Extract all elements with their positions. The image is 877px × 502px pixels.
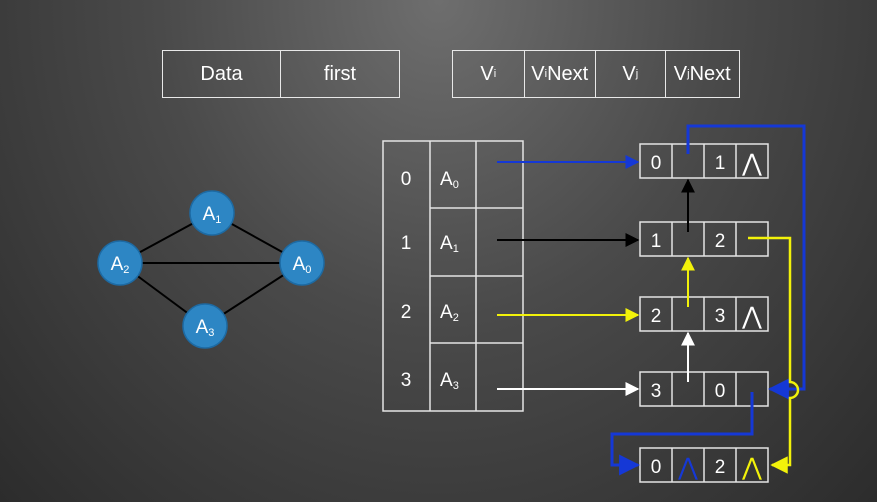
edge-node-vi: 0 — [651, 457, 662, 478]
vertex-row-3: 3 A3 — [401, 370, 459, 392]
yellow-pointer-to-edge-0-2 — [748, 236, 800, 474]
edge-node-vi: 0 — [651, 153, 662, 174]
graph-node-a1: A1 — [189, 190, 235, 236]
graph-node-a1-circle — [189, 190, 235, 236]
graph-node-a2-circle — [97, 240, 143, 286]
vertex-row-1: 1 A1 — [401, 233, 459, 255]
vertex-data: A0 — [440, 169, 459, 191]
graph-node-a0-label: A0 — [293, 254, 312, 276]
vertex-row-0: 0 A0 — [401, 169, 459, 191]
graph-node-a1-label: A1 — [203, 204, 222, 226]
graph-node-a3-circle — [182, 303, 228, 349]
edge-node-vi: 3 — [651, 381, 662, 402]
edge-node-vj: 1 — [715, 153, 726, 174]
vertex-index: 2 — [401, 302, 412, 323]
edge-node-vi: 1 — [651, 231, 662, 252]
graph-node-a3-label: A3 — [196, 317, 215, 339]
graph-node-a2: A2 — [97, 240, 143, 286]
vertex-data: A3 — [440, 370, 459, 392]
blue-null-pointer-symbol: ⋀ — [677, 454, 698, 481]
edge-node-vj: 2 — [715, 457, 726, 478]
data-field-label: Data — [163, 51, 281, 97]
edge-node-vj: 2 — [715, 231, 726, 252]
graph-node-a2-label: A2 — [111, 254, 130, 276]
graph-node-a3: A3 — [182, 303, 228, 349]
graph-node-a0-circle — [279, 240, 325, 286]
first-field-label: first — [323, 62, 357, 85]
vertex-index: 3 — [401, 370, 412, 391]
yellow-null-pointer-symbol: ⋀ — [741, 454, 762, 481]
vertex-table — [382, 140, 524, 412]
vertex-index: 1 — [401, 233, 412, 254]
edge-node-2-3: 2 3 ⋀ — [639, 296, 769, 332]
vertex-data: A2 — [440, 302, 459, 324]
blue-pointer-to-edge-0-2 — [610, 392, 754, 476]
edge-node-0-2: 0 ⋀ 2 ⋀ — [639, 447, 769, 483]
vertex-node-header: Data first — [162, 50, 400, 98]
graph-node-a0: A0 — [279, 240, 325, 286]
edge-node-vj: 0 — [715, 381, 726, 402]
edge-node-0-1: 0 1 ⋀ — [639, 143, 769, 179]
null-pointer-symbol: ⋀ — [741, 303, 762, 330]
blue-pointer-to-edge-3-0 — [686, 124, 806, 400]
null-pointer-symbol: ⋀ — [741, 150, 762, 177]
edge-node-3-0: 3 0 — [639, 371, 769, 407]
edge-node-vi: 2 — [651, 306, 662, 327]
vertex-index: 0 — [401, 169, 412, 190]
vertex-data: A1 — [440, 233, 459, 255]
edge-node-vj: 3 — [715, 306, 726, 327]
vertex-row-2: 2 A2 — [401, 302, 459, 324]
